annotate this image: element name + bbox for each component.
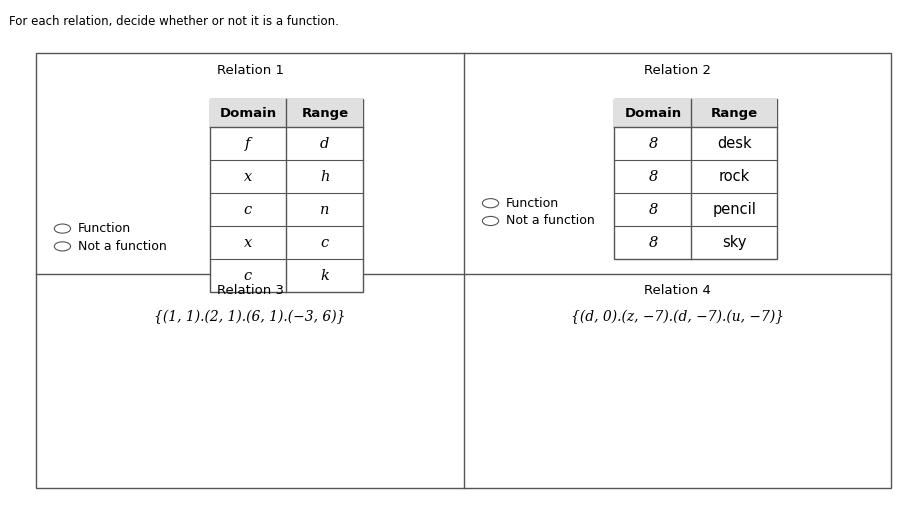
Text: 8: 8 [648, 236, 658, 249]
Text: Not a function: Not a function [506, 214, 595, 228]
Text: 8: 8 [648, 203, 658, 216]
Circle shape [482, 216, 499, 226]
Text: d: d [320, 137, 329, 150]
Text: h: h [320, 170, 329, 183]
Bar [209, 99, 363, 292]
Text: Relation 3: Relation 3 [216, 284, 284, 298]
Bar [209, 99, 363, 127]
Text: x: x [243, 170, 252, 183]
Text: For each relation, decide whether or not it is a function.: For each relation, decide whether or not… [9, 15, 339, 28]
Text: {(1, 1).(2, 1).(6, 1).(−3, 6)}: {(1, 1).(2, 1).(6, 1).(−3, 6)} [155, 310, 346, 324]
Text: k: k [320, 269, 329, 282]
Text: Function: Function [78, 222, 131, 235]
Bar [614, 99, 777, 127]
Text: Domain: Domain [624, 107, 681, 119]
Text: Range: Range [301, 107, 348, 119]
Text: Function: Function [506, 197, 559, 210]
Text: {(d, 0).(z, −7).(d, −7).(u, −7)}: {(d, 0).(z, −7).(d, −7).(u, −7)} [571, 310, 785, 324]
Circle shape [54, 242, 71, 251]
Text: Relation 4: Relation 4 [644, 284, 711, 298]
Text: x: x [243, 236, 252, 249]
Text: sky: sky [722, 235, 747, 250]
Bar [614, 99, 777, 259]
Text: 8: 8 [648, 170, 658, 183]
Text: pencil: pencil [712, 202, 757, 217]
Bar [36, 53, 891, 488]
Circle shape [54, 224, 71, 233]
Text: c: c [243, 269, 252, 282]
Text: Range: Range [710, 107, 758, 119]
Text: c: c [243, 203, 252, 216]
Text: Not a function: Not a function [78, 240, 167, 253]
Text: 8: 8 [648, 137, 658, 150]
Text: c: c [320, 236, 329, 249]
Text: Relation 1: Relation 1 [216, 64, 284, 77]
Text: f: f [245, 137, 251, 150]
Circle shape [482, 199, 499, 208]
Text: n: n [320, 203, 329, 216]
Text: Domain: Domain [219, 107, 277, 119]
Text: Relation 2: Relation 2 [644, 64, 711, 77]
Text: desk: desk [717, 136, 752, 151]
Text: rock: rock [719, 169, 750, 184]
